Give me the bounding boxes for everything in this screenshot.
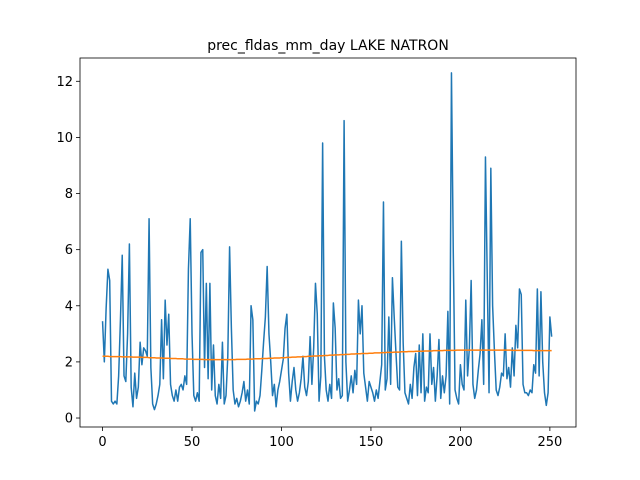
y-tick-label: 10 <box>56 131 73 146</box>
x-tick-label: 100 <box>269 435 294 450</box>
x-tick-label: 50 <box>184 435 201 450</box>
line-series <box>101 72 553 412</box>
x-tick-label: 150 <box>359 435 384 450</box>
chart-title: prec_fldas_mm_day LAKE NATRON <box>207 38 449 54</box>
line-series <box>102 349 552 361</box>
plot-frame <box>79 57 577 428</box>
y-tick-label: 8 <box>65 187 73 202</box>
y-tick-label: 12 <box>56 75 73 90</box>
y-tick-label: 2 <box>65 355 73 370</box>
y-tick-label: 0 <box>65 412 73 427</box>
x-tick-label: 250 <box>537 435 562 450</box>
x-tick-label: 200 <box>448 435 473 450</box>
x-tick-label: 0 <box>98 435 106 450</box>
y-tick-label: 6 <box>65 243 73 258</box>
y-tick-label: 4 <box>65 299 73 314</box>
